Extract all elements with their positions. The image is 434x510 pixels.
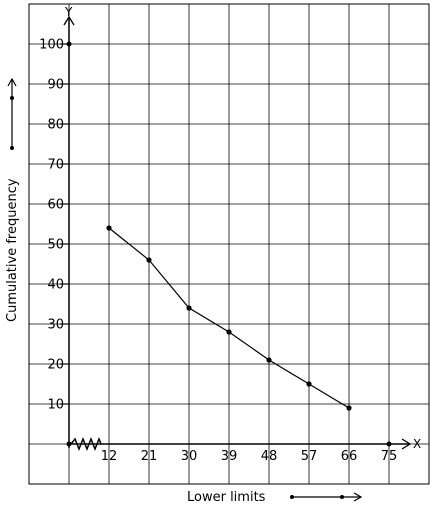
y-tick-label: 40 bbox=[47, 278, 64, 293]
y-tick-label: 100 bbox=[39, 38, 64, 53]
x-tick-label: 39 bbox=[221, 449, 238, 464]
y-tick-label: 90 bbox=[47, 78, 64, 93]
data-point bbox=[106, 225, 112, 231]
x-axis-break-zigzag bbox=[70, 436, 102, 452]
data-point bbox=[186, 305, 192, 311]
y-direction-arrow bbox=[7, 77, 17, 150]
x-axis-title: Lower limits bbox=[187, 490, 266, 505]
y-tick-label: 30 bbox=[47, 318, 64, 333]
y-axis-letter: Y bbox=[64, 5, 73, 19]
y-tick-label: 80 bbox=[47, 118, 64, 133]
y-tick-label: 20 bbox=[47, 358, 64, 373]
y-axis-title: Cumulative frequency bbox=[5, 178, 20, 322]
tick-labels: 12 21 30 39 48 57 66 75 10 20 30 40 50 60 70 80 90 100 bbox=[39, 38, 397, 465]
x-tick-label: 30 bbox=[181, 449, 198, 464]
data-series bbox=[106, 225, 352, 411]
y-tick-label: 50 bbox=[47, 238, 64, 253]
data-point bbox=[146, 257, 152, 263]
y-axis-arrowhead bbox=[63, 15, 75, 26]
x-tick-label: 12 bbox=[101, 449, 118, 464]
x-axis-letter: X bbox=[413, 437, 421, 451]
x-direction-arrow bbox=[290, 492, 363, 502]
data-point bbox=[266, 357, 272, 363]
origin-point bbox=[66, 441, 72, 447]
grid-lines bbox=[28, 3, 430, 485]
x-tick-label: 66 bbox=[341, 449, 358, 464]
x-tick-label: 75 bbox=[381, 449, 398, 464]
x-axis-arrowhead bbox=[401, 438, 412, 450]
x-axis-end-point bbox=[386, 441, 392, 447]
data-point bbox=[306, 381, 312, 387]
x-tick-label: 57 bbox=[301, 449, 318, 464]
x-tick-label: 21 bbox=[141, 449, 158, 464]
x-tick-label: 48 bbox=[261, 449, 278, 464]
data-point bbox=[226, 329, 232, 335]
y-tick-label: 60 bbox=[47, 198, 64, 213]
axes bbox=[63, 15, 412, 452]
y-tick-label: 10 bbox=[47, 398, 64, 413]
y-tick-label: 70 bbox=[47, 158, 64, 173]
data-point bbox=[346, 405, 352, 411]
